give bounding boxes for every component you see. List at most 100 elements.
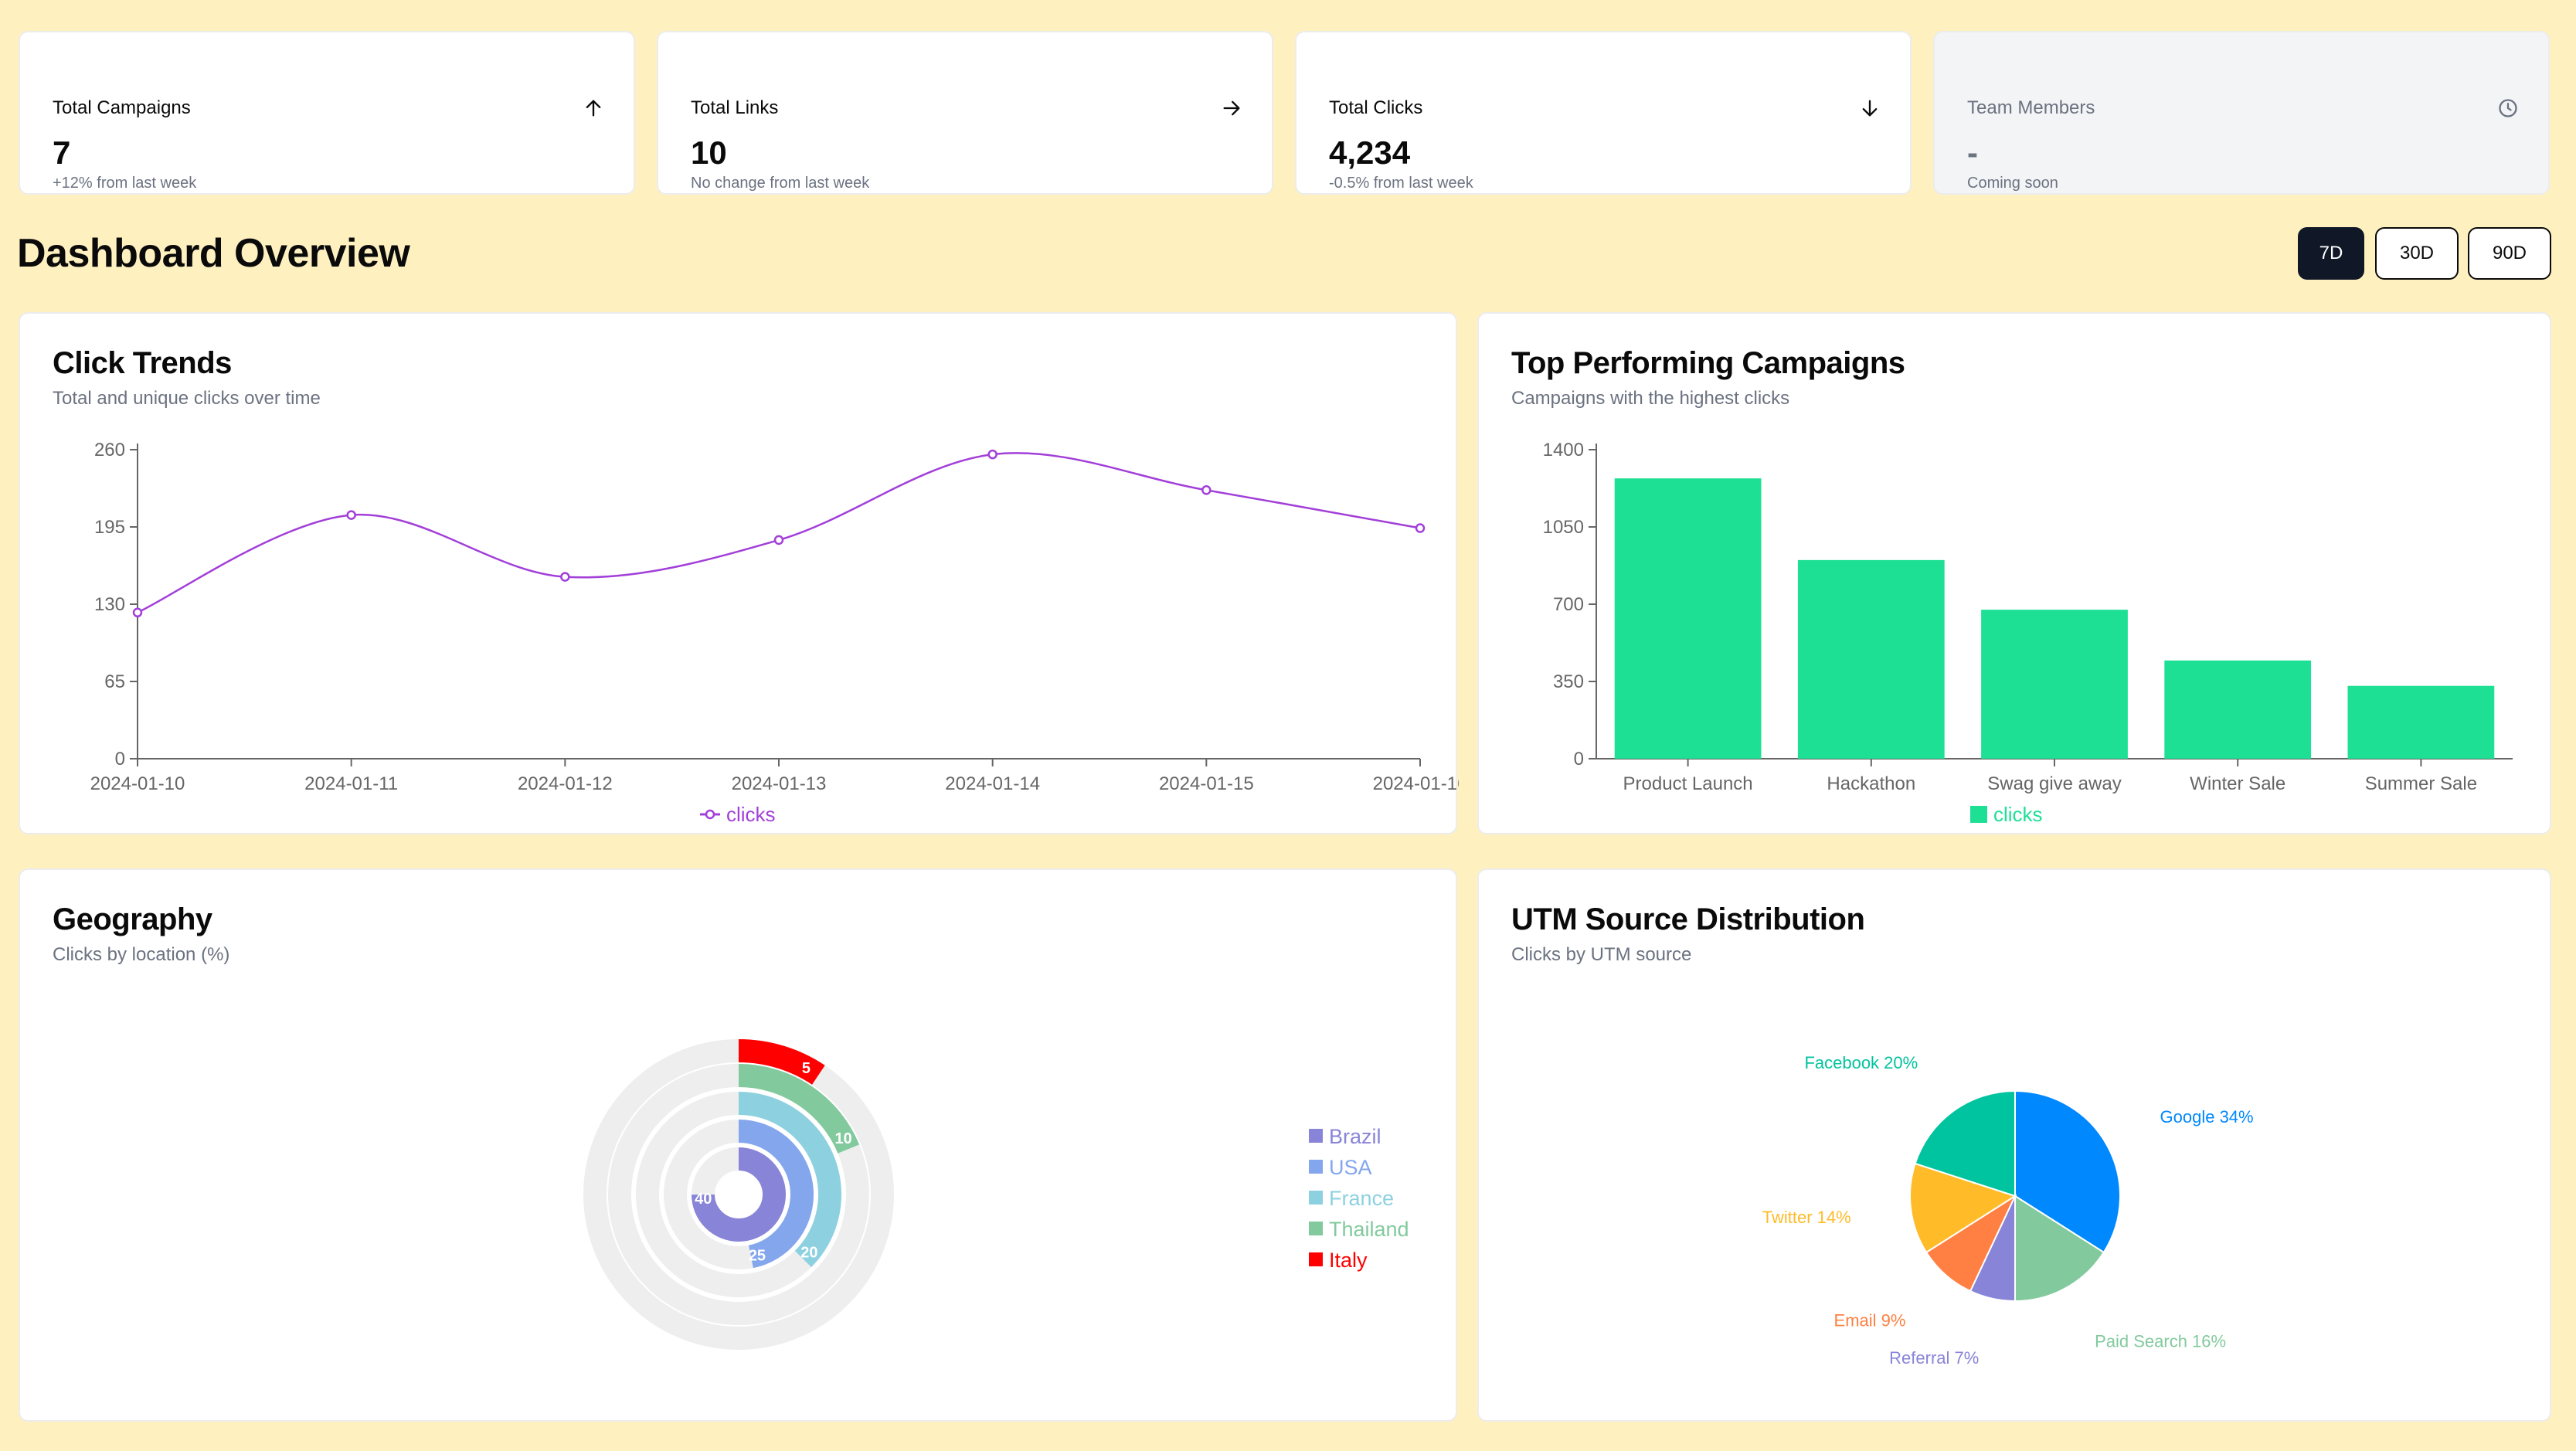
clicks-series-line xyxy=(137,452,1421,613)
pie-slice-label: Referral 7% xyxy=(1889,1348,1979,1368)
x-tick-label: 2024-01-15 xyxy=(1159,773,1254,794)
x-tick-label: 2024-01-14 xyxy=(945,773,1040,794)
ring-value-label: 10 xyxy=(835,1130,852,1147)
pie-slice-label: Paid Search 16% xyxy=(2095,1332,2226,1351)
stat-value: - xyxy=(1967,134,1978,171)
legend-label[interactable]: Italy xyxy=(1329,1249,1368,1272)
x-tick-label: 2024-01-13 xyxy=(732,773,827,794)
legend-swatch xyxy=(1309,1191,1323,1205)
stat-title: Total Links xyxy=(691,97,779,118)
y-tick-label: 700 xyxy=(1553,594,1584,615)
stat-subtext: No change from last week xyxy=(691,175,870,192)
y-tick-label: 260 xyxy=(94,440,125,460)
data-point[interactable] xyxy=(346,510,356,520)
ring-bar[interactable] xyxy=(738,1092,841,1268)
legend-label[interactable]: clicks xyxy=(1993,803,2043,826)
data-point[interactable] xyxy=(132,607,143,618)
stat-card-campaigns: Total Campaigns 7 +12% from last week xyxy=(19,31,635,195)
stat-subtext: +12% from last week xyxy=(53,175,197,192)
panel-subtitle: Total and unique clicks over time xyxy=(53,388,321,409)
top-campaigns-panel: 0 350 700 1050 1400 Product Launch Hackathon Sw… xyxy=(1477,312,2551,834)
data-point[interactable] xyxy=(1415,523,1426,533)
data-point[interactable] xyxy=(560,572,570,582)
ring-bar[interactable] xyxy=(692,1147,786,1242)
stat-card-links: Total Links 10 No change from last week xyxy=(657,31,1273,195)
bar[interactable] xyxy=(1981,610,2128,759)
pie-slice[interactable] xyxy=(1909,1162,2017,1254)
legend-label[interactable]: France xyxy=(1329,1187,1394,1210)
pie-slice-label: Email 9% xyxy=(1834,1311,1906,1330)
x-tick-label: Swag give away xyxy=(1987,773,2121,794)
utm-panel: Google 34% Paid Search 16% Referral 7% Emai… xyxy=(1477,868,2551,1422)
stat-title: Team Members xyxy=(1967,97,2095,118)
y-tick-label: 195 xyxy=(94,517,125,538)
clock-icon xyxy=(2499,99,2517,117)
pie-slice-label: Twitter 14% xyxy=(1762,1208,1851,1227)
panel-title: Geography xyxy=(53,902,212,936)
arrow-down-icon xyxy=(1862,100,1878,117)
pie-slice[interactable] xyxy=(2014,1194,2105,1303)
ring-value-label: 40 xyxy=(695,1191,712,1208)
legend-label[interactable]: USA xyxy=(1329,1156,1372,1179)
y-tick-label: 0 xyxy=(1574,749,1584,770)
x-tick-label: 2024-01-10 xyxy=(90,773,185,794)
y-tick-label: 130 xyxy=(94,594,125,615)
bar[interactable] xyxy=(1797,559,1945,759)
data-point[interactable] xyxy=(987,449,997,460)
x-tick-label: 2024-01-12 xyxy=(518,773,613,794)
stat-subtext: -0.5% from last week xyxy=(1329,175,1473,192)
ring-value-label: 5 xyxy=(802,1060,811,1077)
legend-label[interactable]: Thailand xyxy=(1329,1218,1409,1241)
range-90d-button[interactable]: 90D xyxy=(2468,227,2551,280)
y-tick-label: 1050 xyxy=(1543,517,1584,538)
legend-label[interactable]: Brazil xyxy=(1329,1125,1381,1148)
geography-chart: 40 25 20 10 5 Brazil USA France Thailand Italy xyxy=(583,1039,1409,1350)
pie-slice[interactable] xyxy=(1914,1089,2016,1198)
ring-bar[interactable] xyxy=(738,1064,860,1154)
legend-swatch xyxy=(1309,1252,1323,1266)
utm-pie-chart: Google 34% Paid Search 16% Referral 7% Emai… xyxy=(1762,1053,2254,1368)
legend-swatch xyxy=(1309,1222,1323,1235)
x-tick-label: Hackathon xyxy=(1827,773,1915,794)
ring-value-label: 25 xyxy=(749,1247,766,1264)
click-trends-chart: 0 65 130 195 260 2024-01-10 2024-01-11 2024-01-… xyxy=(90,440,1459,826)
top-campaigns-chart: 0 350 700 1050 1400 Product Launch Hackathon Sw… xyxy=(1543,440,2513,826)
panel-subtitle: Clicks by location (%) xyxy=(53,944,230,965)
ring-bar[interactable] xyxy=(738,1039,825,1086)
panel-subtitle: Clicks by UTM source xyxy=(1511,944,1692,965)
pie-slice-label: Facebook 20% xyxy=(1804,1053,1918,1072)
y-tick-label: 0 xyxy=(115,749,125,770)
stat-card-clicks: Total Clicks 4,234 -0.5% from last week xyxy=(1295,31,1912,195)
stat-subtext: Coming soon xyxy=(1967,175,2058,192)
bar[interactable] xyxy=(2347,685,2495,759)
panel-title: Click Trends xyxy=(53,346,232,380)
page-title: Dashboard Overview xyxy=(17,231,410,276)
x-tick-label: Summer Sale xyxy=(2365,773,2477,794)
x-tick-label: 2024-01-16 xyxy=(1373,773,1459,794)
legend-label[interactable]: clicks xyxy=(726,803,776,826)
y-tick-label: 350 xyxy=(1553,671,1584,692)
y-tick-label: 65 xyxy=(104,671,125,692)
click-trends-panel: 0 65 130 195 260 2024-01-10 2024-01-11 2024-01-… xyxy=(19,312,1459,834)
ring-bar[interactable] xyxy=(738,1120,814,1269)
panel-subtitle: Campaigns with the highest clicks xyxy=(1511,388,1790,409)
ring-value-label: 20 xyxy=(800,1245,817,1262)
bar[interactable] xyxy=(2164,660,2312,759)
legend-swatch xyxy=(1970,806,1987,823)
stat-title: Total Campaigns xyxy=(53,97,191,118)
pie-slice-label: Google 34% xyxy=(2160,1107,2254,1126)
data-point[interactable] xyxy=(1201,485,1212,495)
x-tick-label: 2024-01-11 xyxy=(304,773,398,794)
stat-title: Total Clicks xyxy=(1329,97,1423,118)
stat-value: 7 xyxy=(53,134,71,171)
legend-swatch xyxy=(1309,1129,1323,1143)
arrow-up-icon xyxy=(586,100,601,117)
bar[interactable] xyxy=(1614,478,1762,759)
range-7d-button[interactable]: 7D xyxy=(2298,227,2364,280)
panel-title: Top Performing Campaigns xyxy=(1511,346,1905,380)
legend-swatch xyxy=(1309,1160,1323,1174)
data-point[interactable] xyxy=(773,535,784,545)
stat-card-team-members: Team Members - Coming soon xyxy=(1933,31,2550,195)
range-30d-button[interactable]: 30D xyxy=(2375,227,2459,280)
stat-value: 4,234 xyxy=(1329,134,1411,171)
